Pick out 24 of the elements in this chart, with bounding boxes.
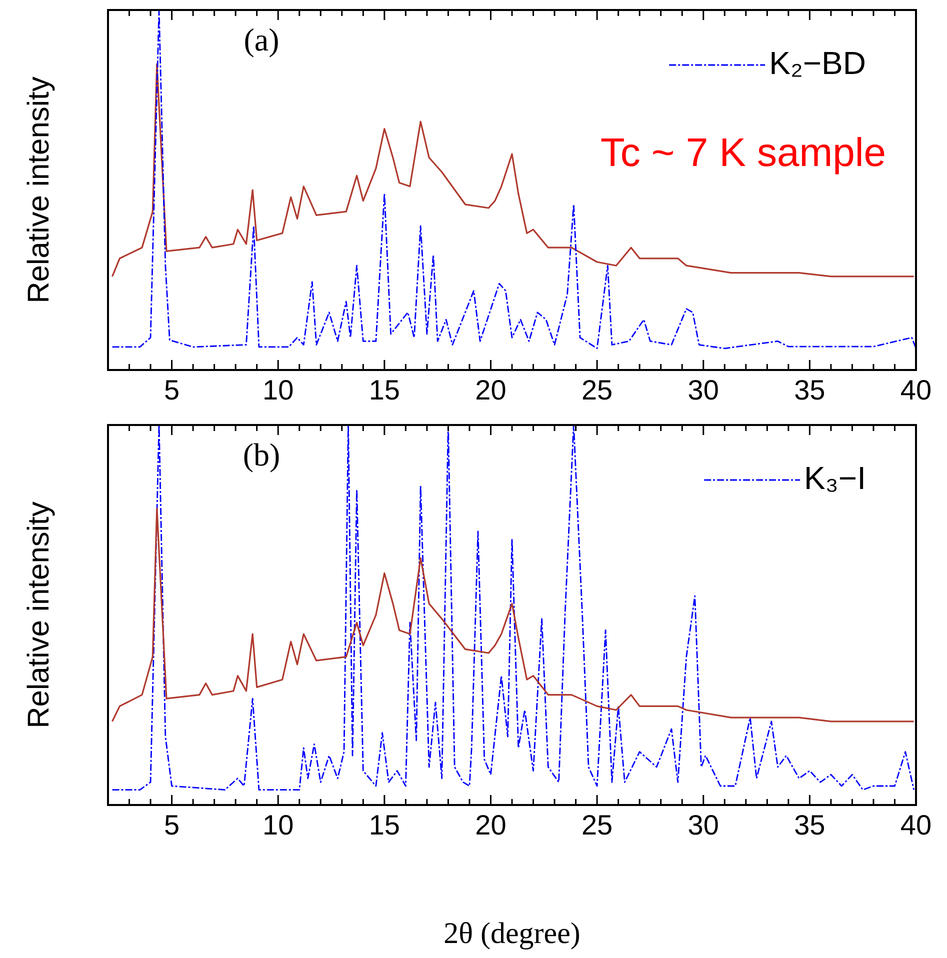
x-tick-label: 15 bbox=[368, 374, 400, 406]
x-tick-label: 30 bbox=[688, 374, 719, 406]
x-tick-label: 20 bbox=[475, 374, 506, 406]
x-tick-label: 25 bbox=[581, 374, 613, 406]
legend-label: K₂−BD bbox=[769, 44, 866, 81]
x-tick-label: 35 bbox=[794, 374, 826, 406]
chart-title: (b) bbox=[242, 436, 280, 472]
chart-title: (a) bbox=[244, 21, 280, 58]
x-tick-label: 35 bbox=[794, 810, 826, 841]
annotation: Tc ~ 7 K sample bbox=[600, 131, 886, 176]
x-tick-label: 40 bbox=[900, 810, 932, 841]
x-axis-title: 2θ (degree) bbox=[444, 916, 580, 950]
x-tick-label: 10 bbox=[262, 374, 294, 406]
x-tick-label: 10 bbox=[262, 810, 294, 841]
x-tick-label: 30 bbox=[688, 810, 719, 841]
y-axis-title: Relative intensity bbox=[22, 502, 56, 728]
x-tick-label: 15 bbox=[368, 810, 400, 841]
x-tick-label: 5 bbox=[164, 374, 180, 406]
legend-label: K₃−I bbox=[804, 460, 866, 496]
y-axis-title: Relative intensity bbox=[22, 76, 56, 304]
x-tick-label: 40 bbox=[900, 374, 932, 406]
x-tick-label: 25 bbox=[581, 810, 613, 841]
x-tick-label: 20 bbox=[475, 810, 506, 841]
x-tick-label: 5 bbox=[164, 810, 180, 841]
